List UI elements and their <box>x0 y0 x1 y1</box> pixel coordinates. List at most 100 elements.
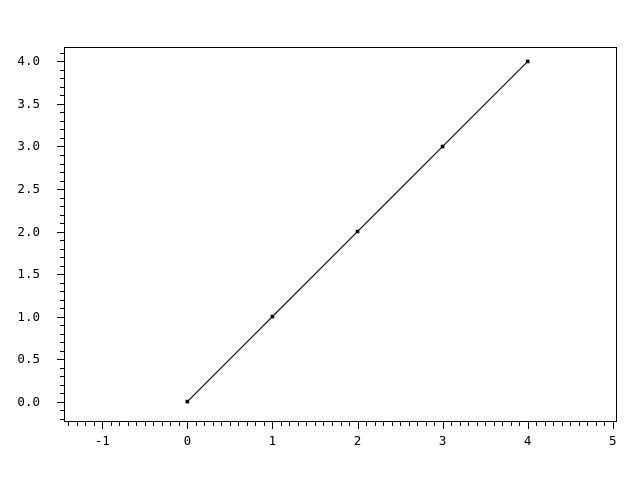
plot-area <box>64 47 617 422</box>
y-tick-minor <box>60 120 64 122</box>
x-tick-minor <box>221 422 223 426</box>
x-tick-label: 1 <box>268 433 277 448</box>
x-tick-minor <box>255 422 257 426</box>
x-tick-minor <box>136 422 138 426</box>
x-tick-minor <box>604 422 606 426</box>
x-tick-minor <box>553 422 555 426</box>
x-tick-minor <box>366 422 368 426</box>
y-tick-minor <box>60 137 64 139</box>
y-tick-minor <box>60 95 64 97</box>
y-tick-minor <box>60 112 64 114</box>
y-tick-minor <box>60 52 64 54</box>
y-tick-minor <box>60 393 64 395</box>
data-point-marker <box>355 229 360 234</box>
x-tick-minor <box>595 422 597 426</box>
x-tick-minor <box>195 422 197 426</box>
y-tick-major <box>57 274 64 276</box>
x-tick-minor <box>476 422 478 426</box>
x-tick-minor <box>340 422 342 426</box>
x-tick-label: 3 <box>438 433 447 448</box>
x-tick-minor <box>323 422 325 426</box>
y-tick-minor <box>60 154 64 156</box>
x-tick-major <box>527 422 529 429</box>
y-tick-minor <box>60 69 64 71</box>
x-tick-minor <box>570 422 572 426</box>
x-tick-minor <box>349 422 350 426</box>
x-tick-minor <box>451 422 453 426</box>
x-tick-minor <box>289 422 291 426</box>
x-tick-major <box>442 422 444 429</box>
x-tick-minor <box>374 422 376 426</box>
x-tick-minor <box>459 422 461 426</box>
x-tick-minor <box>331 422 333 426</box>
x-tick-minor <box>425 422 427 426</box>
y-tick-major <box>57 231 64 233</box>
x-tick-minor <box>297 422 299 426</box>
x-tick-minor <box>263 422 265 426</box>
y-tick-label: 0.5 <box>17 351 40 367</box>
y-tick-minor <box>60 172 64 173</box>
y-tick-minor <box>60 410 64 412</box>
x-tick-minor <box>306 422 308 426</box>
y-tick-minor <box>60 291 64 293</box>
y-tick-minor <box>60 299 64 301</box>
x-tick-minor <box>280 422 282 426</box>
x-tick-minor <box>212 422 214 426</box>
y-tick-label: 3.0 <box>17 138 40 154</box>
x-tick-minor <box>127 422 129 426</box>
data-point-marker <box>270 314 275 319</box>
y-axis-tick-labels: 0.0 0.5 1.0 1.5 2.0 2.5 3.0 3.5 4.0 <box>0 47 54 422</box>
x-tick-minor <box>519 422 521 426</box>
y-tick-minor <box>60 214 64 216</box>
x-tick-minor <box>434 422 436 426</box>
y-tick-major <box>57 61 64 63</box>
y-tick-major <box>57 103 64 105</box>
x-tick-minor <box>68 422 70 426</box>
x-tick-minor <box>76 422 78 426</box>
y-tick-label: 1.0 <box>17 308 40 324</box>
y-tick-minor <box>60 418 64 420</box>
x-tick-minor <box>229 422 231 426</box>
x-tick-label: 5 <box>608 433 617 448</box>
y-tick-minor <box>60 86 64 88</box>
x-tick-minor <box>510 422 512 426</box>
y-tick-label: 1.5 <box>17 266 40 282</box>
x-tick-minor <box>204 422 206 426</box>
x-tick-minor <box>93 422 95 426</box>
y-tick-major <box>57 146 64 148</box>
data-point-marker <box>440 144 445 149</box>
x-tick-label: 0 <box>183 433 192 448</box>
x-tick-major <box>187 422 189 429</box>
y-tick-label: 4.0 <box>17 53 40 69</box>
y-tick-minor <box>60 333 64 335</box>
y-tick-minor <box>60 129 64 131</box>
y-tick-minor <box>60 308 64 310</box>
x-tick-minor <box>246 422 248 426</box>
y-tick-minor <box>60 384 64 386</box>
axes-frame <box>64 47 617 422</box>
x-tick-minor <box>119 422 121 426</box>
y-tick-minor <box>60 248 64 250</box>
data-line-svg <box>185 59 530 404</box>
y-tick-major <box>57 316 64 318</box>
y-tick-major <box>57 401 64 403</box>
y-tick-minor <box>60 376 64 378</box>
series-marker-group <box>185 59 530 404</box>
x-tick-major <box>102 422 104 429</box>
data-point-marker <box>525 59 530 64</box>
x-tick-minor <box>578 422 580 426</box>
y-tick-minor <box>60 325 64 327</box>
y-tick-label: 2.0 <box>17 223 40 239</box>
y-tick-major <box>57 189 64 190</box>
x-tick-minor <box>391 422 393 426</box>
y-tick-minor <box>60 350 64 352</box>
x-tick-minor <box>468 422 470 426</box>
y-axis-ticks <box>54 47 64 422</box>
x-tick-minor <box>502 422 504 426</box>
x-tick-label: 4 <box>523 433 532 448</box>
y-tick-minor <box>60 342 64 344</box>
x-tick-minor <box>408 422 410 426</box>
y-tick-minor <box>60 197 64 199</box>
y-tick-minor <box>60 223 64 225</box>
